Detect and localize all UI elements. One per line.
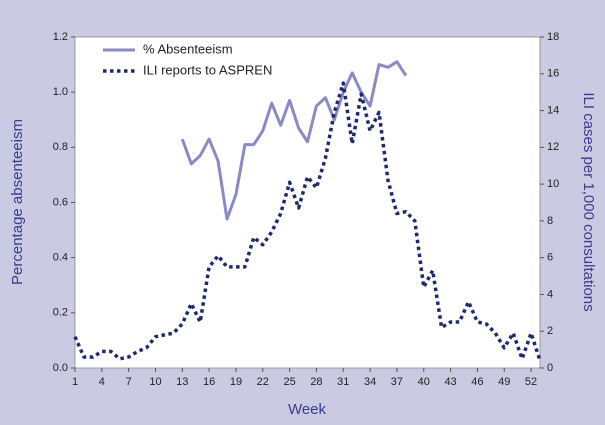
y2-tick-label: 18 [547,31,559,43]
x-tick-label: 34 [364,376,376,388]
legend-label: ILI reports to ASPREN [143,62,272,77]
y2-tick-label: 6 [547,252,553,264]
y2-axis-label: ILI cases per 1,000 consultations [580,92,597,311]
x-tick-label: 22 [257,376,269,388]
x-tick-label: 52 [525,376,537,388]
y-tick-label: 0.0 [53,362,68,374]
plot-area [74,36,541,369]
y2-tick-label: 10 [547,178,559,190]
x-tick-label: 43 [444,376,456,388]
y-axis-label: Percentage absenteeism [9,119,26,285]
x-tick-label: 16 [203,376,215,388]
y-tick-label: 0.2 [53,307,68,319]
x-tick-label: 40 [418,376,430,388]
x-tick-label: 49 [498,376,510,388]
y2-tick-label: 2 [547,325,553,337]
y2-tick-label: 0 [547,362,553,374]
y2-tick-label: 4 [547,288,553,300]
x-tick-label: 37 [391,376,403,388]
series-line [73,81,542,362]
legend-label: % Absenteeism [143,41,233,56]
x-tick-label: 4 [99,376,105,388]
x-tick-label: 25 [283,376,295,388]
x-axis-label: Week [288,401,327,418]
x-tick-label: 28 [310,376,322,388]
x-tick-label: 19 [230,376,242,388]
y2-tick-label: 8 [547,215,553,227]
y-tick-label: 0.6 [53,196,68,208]
y2-tick-label: 12 [547,141,559,153]
x-tick-label: 31 [337,376,349,388]
x-tick-label: 1 [72,376,78,388]
x-tick-label: 13 [176,376,188,388]
y-tick-label: 1.2 [53,31,68,43]
y2-tick-label: 14 [547,104,559,116]
x-tick-label: 46 [471,376,483,388]
x-tick-label: 7 [126,376,132,388]
y-tick-label: 0.8 [53,141,68,153]
y-tick-label: 0.4 [53,252,68,264]
y2-tick-label: 16 [547,68,559,80]
series-line [180,60,408,221]
y-tick-label: 1.0 [53,86,68,98]
x-tick-label: 10 [149,376,161,388]
